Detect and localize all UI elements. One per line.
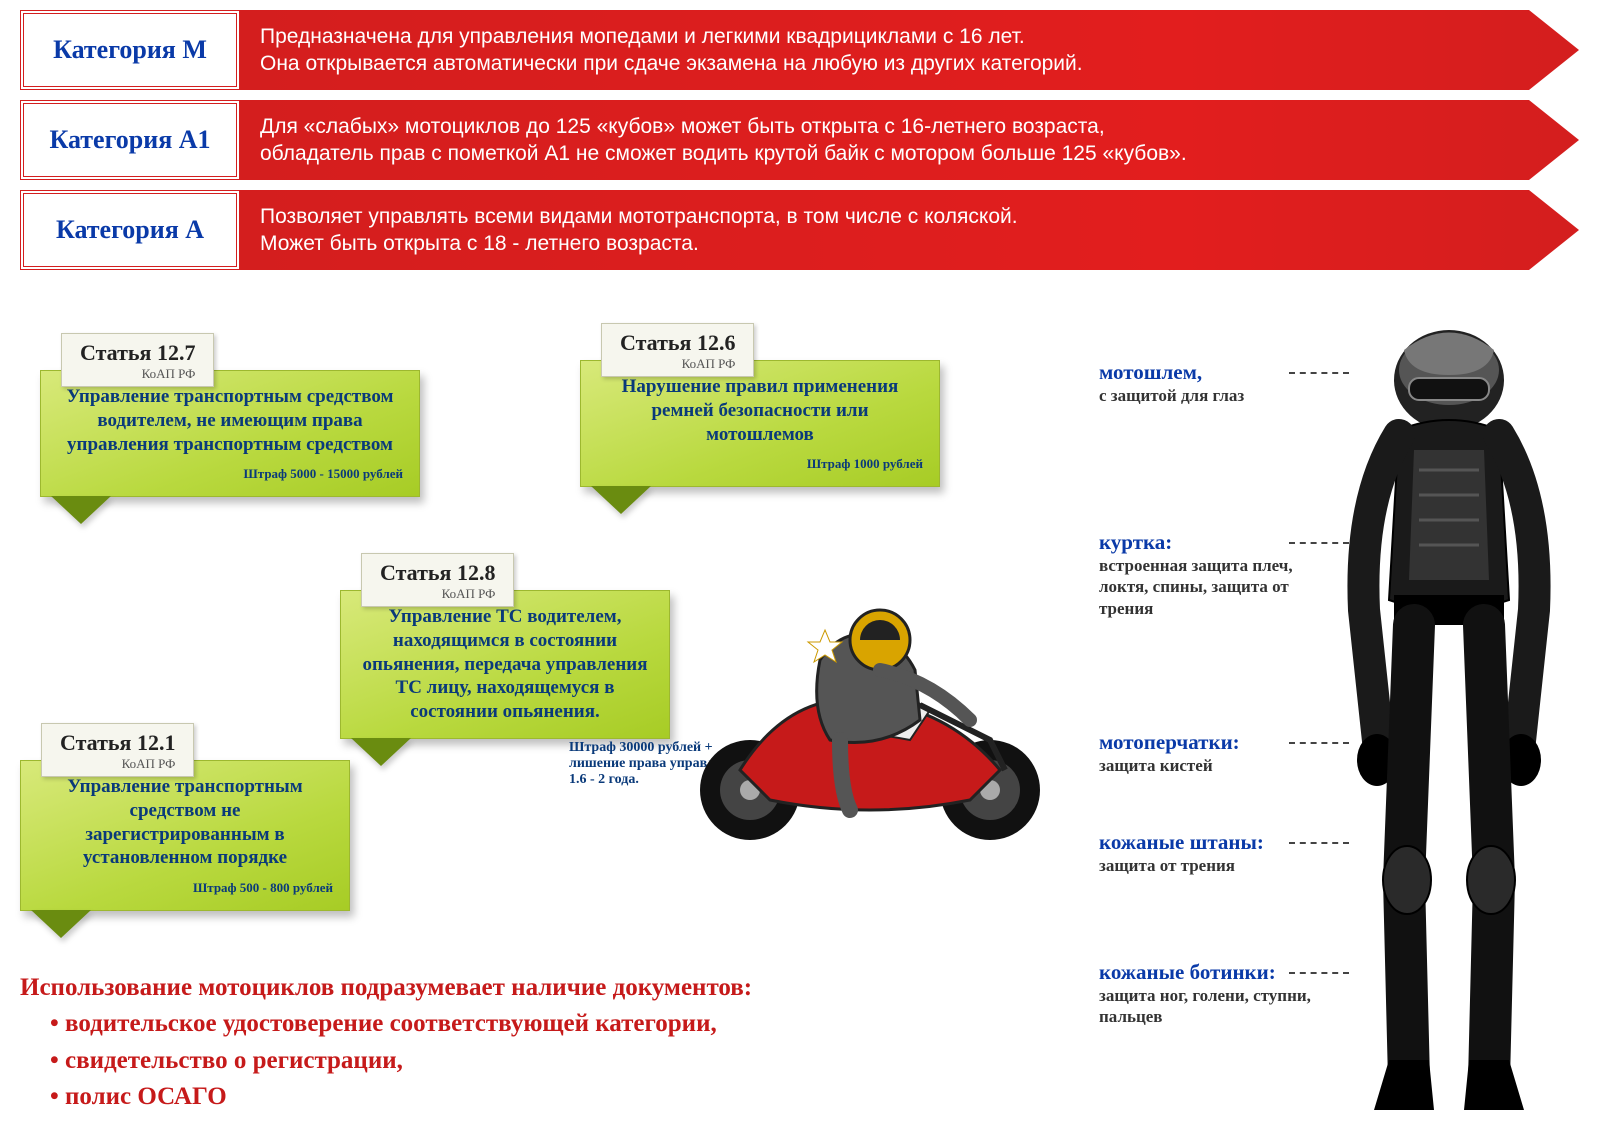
gear-title: куртка:	[1099, 530, 1319, 555]
article-fine: Штраф 1000 рублей	[597, 456, 923, 472]
documents-title: Использование мотоциклов подразумевает н…	[20, 970, 920, 1006]
gear-title: кожаные штаны:	[1099, 830, 1319, 855]
category-description: Позволяет управлять всеми видами мототра…	[240, 190, 1579, 270]
category-row: Категория MПредназначена для управления …	[20, 10, 1579, 90]
gear-desc: с защитой для глаз	[1099, 385, 1319, 406]
article-number: Статья 12.1	[60, 730, 175, 756]
gear-title: кожаные ботинки:	[1099, 960, 1319, 985]
articles-region: Статья 12.7КоАП РФУправление транспортны…	[20, 310, 1080, 950]
gear-title: мотоперчатки:	[1099, 730, 1319, 755]
article-note: Статья 12.6КоАП РФНарушение правил приме…	[580, 360, 940, 487]
gear-desc: защита кистей	[1099, 755, 1319, 776]
rider-figure	[1319, 320, 1579, 1120]
article-fine: Штраф 5000 - 15000 рублей	[57, 466, 403, 482]
motorcycle-illustration	[670, 570, 1070, 850]
category-row: Категория A1Для «слабых» мотоциклов до 1…	[20, 100, 1579, 180]
article-header: Статья 12.8КоАП РФ	[361, 553, 514, 607]
category-row: Категория AПозволяет управлять всеми вид…	[20, 190, 1579, 270]
category-description: Для «слабых» мотоциклов до 125 «кубов» м…	[240, 100, 1579, 180]
documents-item: полис ОСАГО	[50, 1079, 920, 1115]
article-body: Управление транспортным средством водите…	[57, 385, 403, 456]
article-number: Статья 12.7	[80, 340, 195, 366]
article-header: Статья 12.7КоАП РФ	[61, 333, 214, 387]
category-label: Категория A1	[20, 100, 240, 180]
gear-desc: защита ног, голени, ступни, пальцев	[1099, 985, 1319, 1028]
article-note: Статья 12.7КоАП РФУправление транспортны…	[40, 370, 420, 497]
gear-leader-line	[1289, 842, 1349, 844]
gear-label: мотошлем,с защитой для глаз	[1099, 360, 1319, 406]
article-koap: КоАП РФ	[80, 366, 195, 382]
gear-leader-line	[1289, 542, 1349, 544]
article-number: Статья 12.8	[380, 560, 495, 586]
category-description: Предназначена для управления мопедами и …	[240, 10, 1579, 90]
article-number: Статья 12.6	[620, 330, 735, 356]
category-label: Категория M	[20, 10, 240, 90]
gear-desc: защита от трения	[1099, 855, 1319, 876]
gear-leader-line	[1289, 972, 1349, 974]
documents-item: водительское удостоверение соответствующ…	[50, 1006, 920, 1042]
article-koap: КоАП РФ	[620, 356, 735, 372]
category-label: Категория A	[20, 190, 240, 270]
gear-leader-line	[1289, 372, 1349, 374]
article-header: Статья 12.1КоАП РФ	[41, 723, 194, 777]
gear-desc: встроенная защита плеч, локтя, спины, за…	[1099, 555, 1319, 619]
article-note: Статья 12.1КоАП РФУправление транспортны…	[20, 760, 350, 911]
gear-label: кожаные ботинки:защита ног, голени, ступ…	[1099, 960, 1319, 1028]
documents-item: свидетельство о регистрации,	[50, 1043, 920, 1079]
article-header: Статья 12.6КоАП РФ	[601, 323, 754, 377]
article-body: Нарушение правил применения ремней безоп…	[597, 375, 923, 446]
gear-label: куртка:встроенная защита плеч, локтя, сп…	[1099, 530, 1319, 619]
article-koap: КоАП РФ	[380, 586, 495, 602]
article-note: Статья 12.8КоАП РФУправление ТС водителе…	[340, 590, 670, 739]
gear-label: мотоперчатки:защита кистей	[1099, 730, 1319, 776]
gear-label: кожаные штаны:защита от трения	[1099, 830, 1319, 876]
article-fine: Штраф 500 - 800 рублей	[37, 880, 333, 896]
gear-title: мотошлем,	[1099, 360, 1319, 385]
article-koap: КоАП РФ	[60, 756, 175, 772]
gear-region: мотошлем,с защитой для глаз куртка:встрое…	[1099, 320, 1579, 1120]
documents-list: Использование мотоциклов подразумевает н…	[20, 970, 920, 1115]
article-body: Управление транспортным средством не зар…	[37, 775, 333, 870]
gear-leader-line	[1289, 742, 1349, 744]
article-body: Управление ТС водителем, находящимся в с…	[357, 605, 653, 724]
